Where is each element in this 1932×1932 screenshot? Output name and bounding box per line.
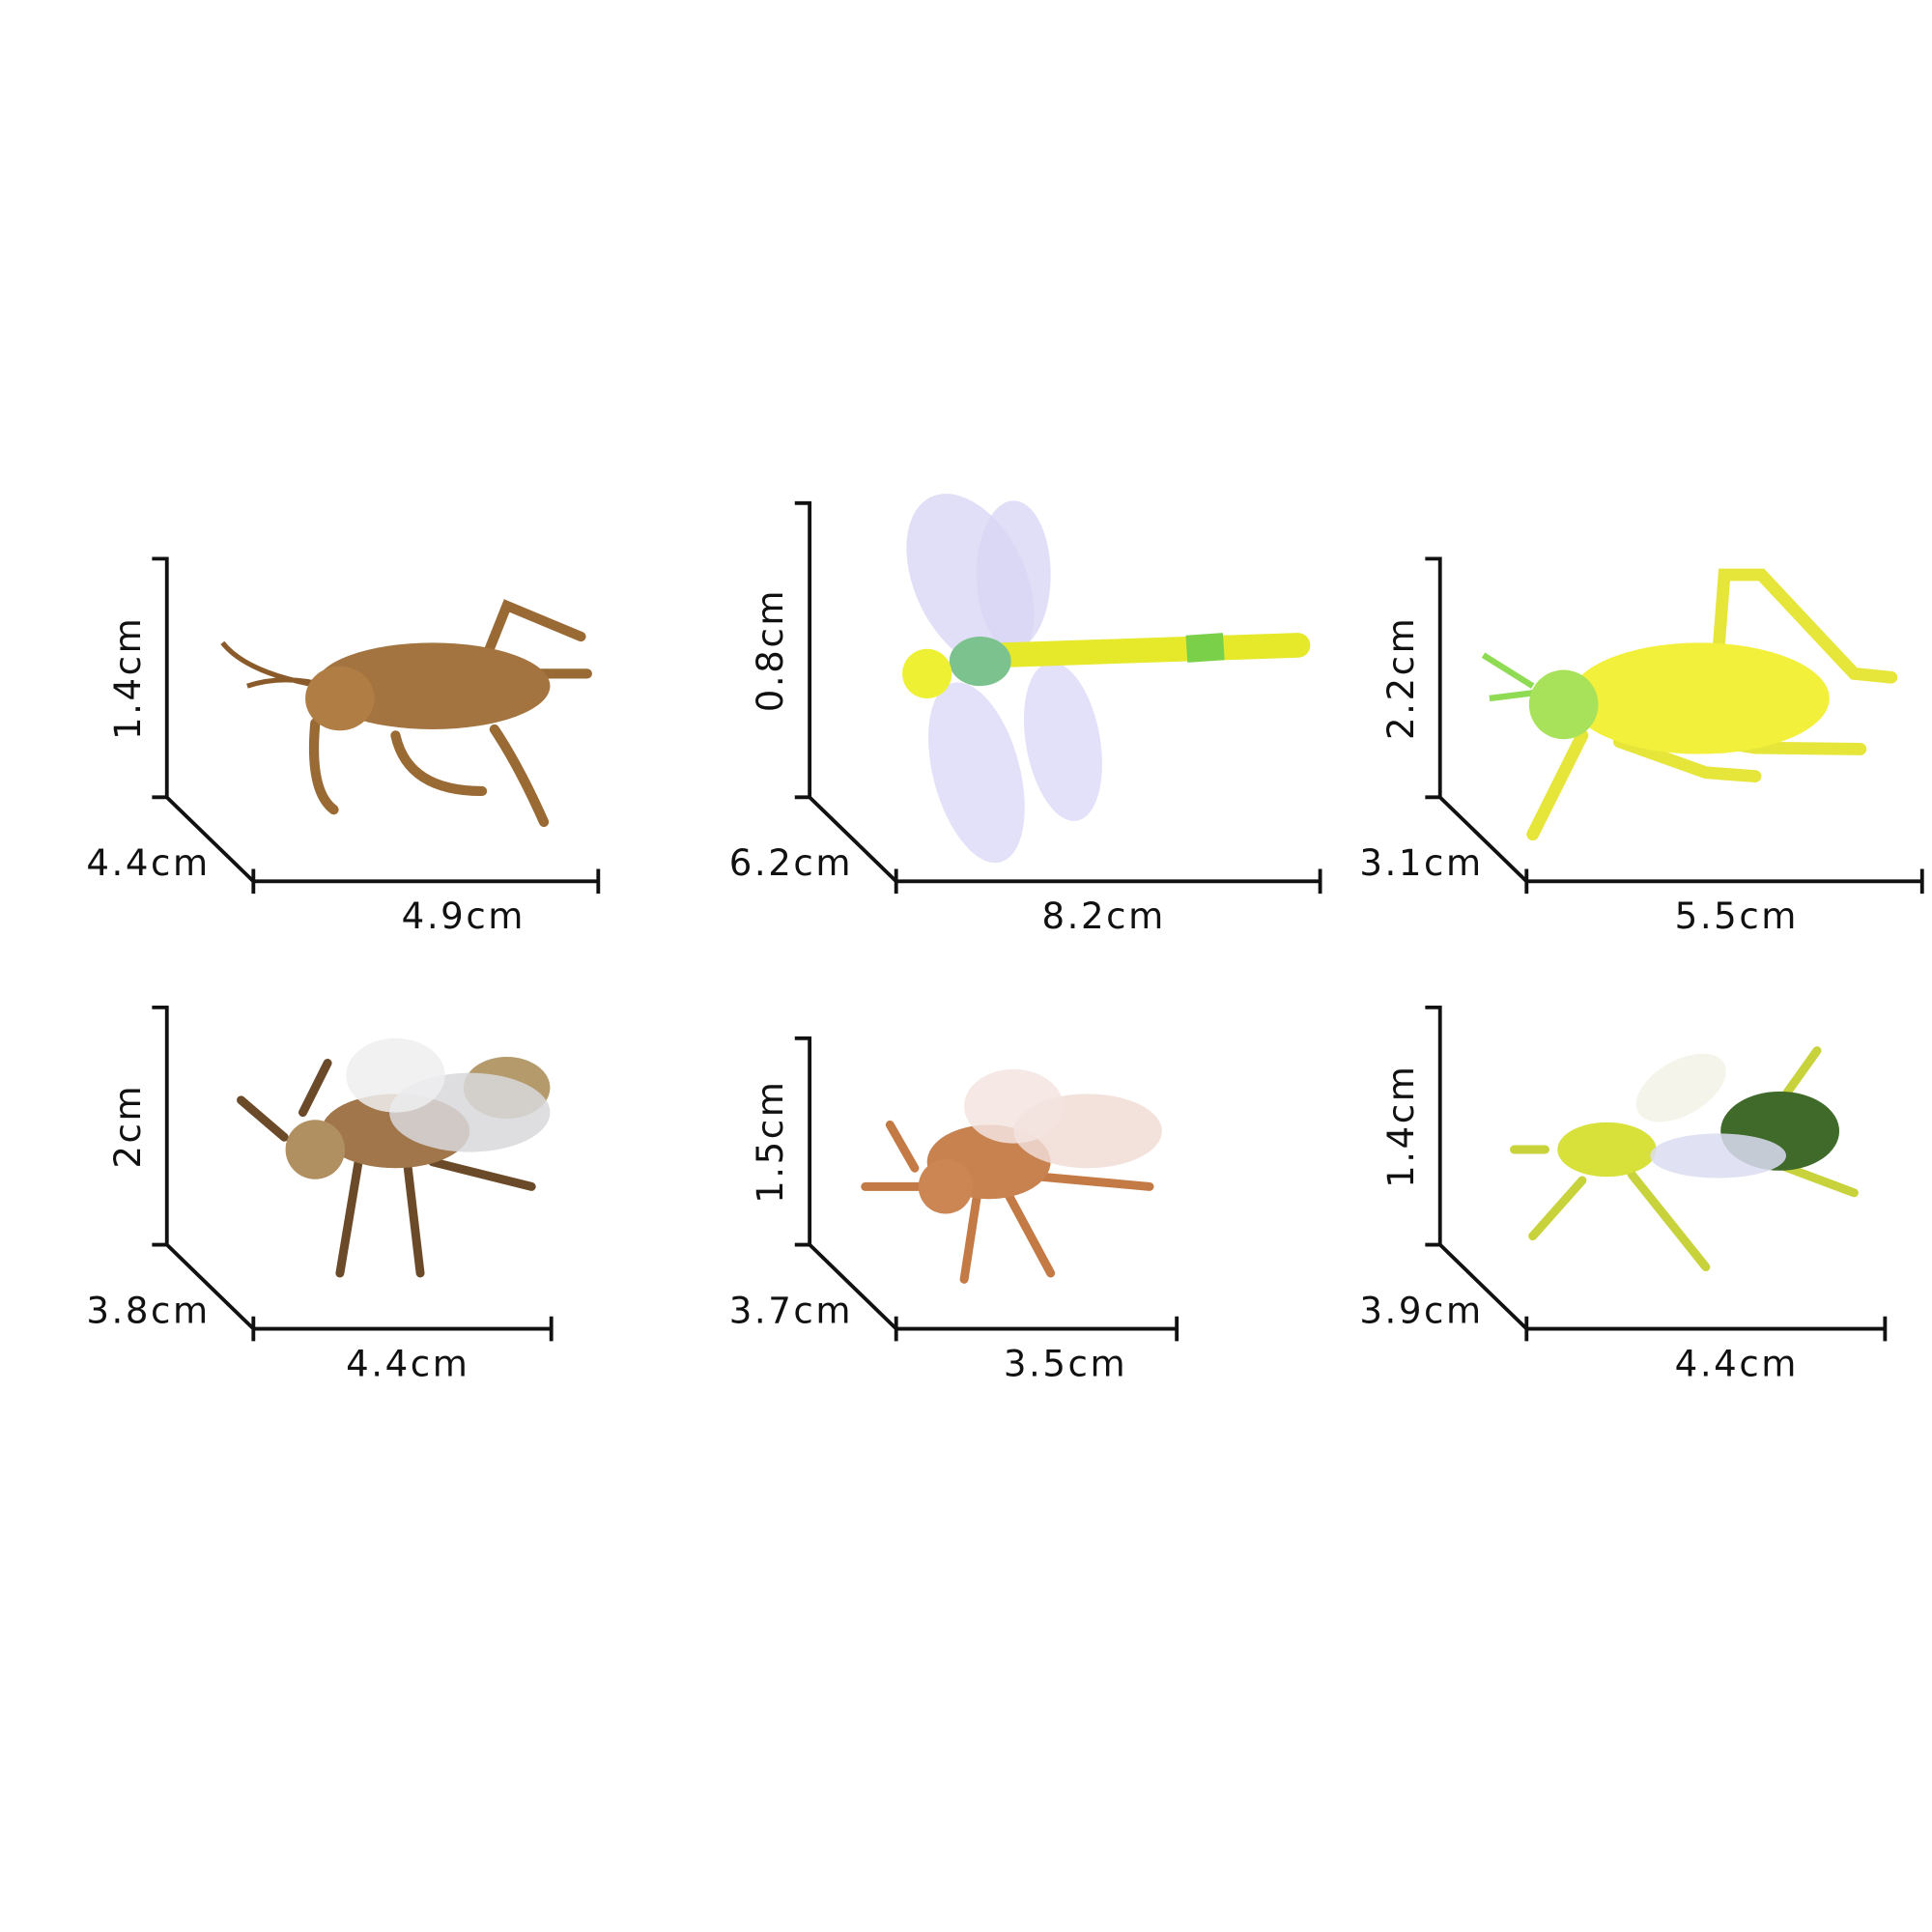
cricket [220, 599, 592, 828]
height-label: 1.5cm [750, 1080, 791, 1204]
bee [237, 1037, 551, 1278]
width-label: 4.9cm [402, 895, 526, 937]
width-label: 4.4cm [1675, 1343, 1799, 1384]
depth-label: 3.1cm [1359, 842, 1483, 884]
height-label: 1.4cm [1380, 1065, 1422, 1188]
dragonfly [902, 494, 1311, 864]
dimension-lines [152, 1005, 554, 1342]
grasshopper [1481, 568, 1898, 841]
depth-label: 4.4cm [86, 842, 210, 884]
width-label: 8.2cm [1042, 895, 1166, 937]
height-label: 1.4cm [107, 616, 149, 740]
dimension-lines [152, 556, 601, 895]
fly [861, 1068, 1162, 1284]
dimension-lines [1425, 1005, 1888, 1342]
depth-label: 3.8cm [86, 1290, 210, 1331]
height-label: 0.8cm [750, 588, 791, 712]
depth-label: 3.9cm [1359, 1290, 1483, 1331]
height-label: 2cm [107, 1084, 149, 1169]
depth-label: 6.2cm [729, 842, 853, 884]
dimension-lines [794, 1036, 1179, 1342]
depth-label: 3.7cm [729, 1290, 853, 1331]
wasp [1510, 1046, 1859, 1272]
dimension-lines [1425, 556, 1924, 895]
width-label: 4.4cm [346, 1343, 469, 1384]
width-label: 5.5cm [1675, 895, 1799, 937]
dimension-lines [794, 500, 1322, 895]
width-label: 3.5cm [1004, 1343, 1127, 1384]
height-label: 2.2cm [1380, 616, 1422, 740]
